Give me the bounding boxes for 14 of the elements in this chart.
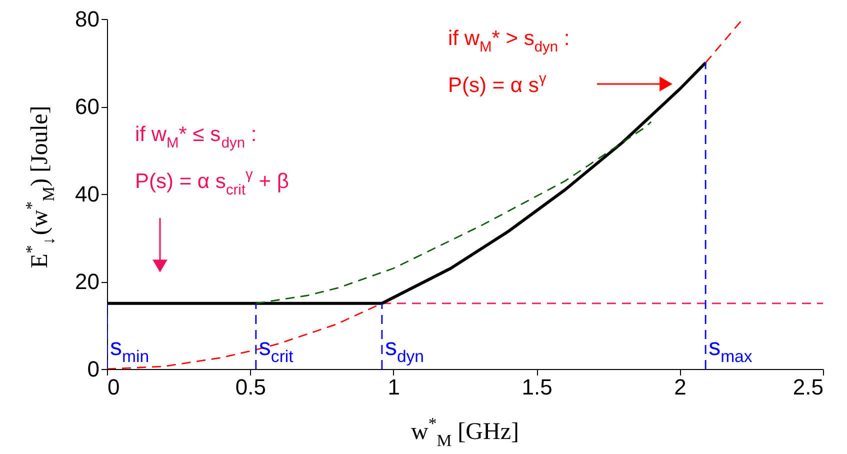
x-axis-title: w*M [GHz] [411,414,519,450]
x-tick-label: 0 [108,374,120,400]
x-tick-label: 1 [388,374,400,400]
x-tick-label: 1.5 [522,374,552,400]
y-tick-label: 60 [75,94,100,119]
y-axis-title: E*↓(w*M) [Joule] [22,106,58,268]
x-tick-label: 2.5 [792,374,824,400]
y-tick-label: 40 [75,182,100,206]
line-series [255,121,652,304]
y-tick-label: 80 [75,6,100,32]
x-tick-label: 2 [674,374,686,400]
y-tick-label: 0 [87,356,100,382]
x-tick-label: 0.5 [235,374,266,400]
y-tick-label: 20 [75,269,100,294]
